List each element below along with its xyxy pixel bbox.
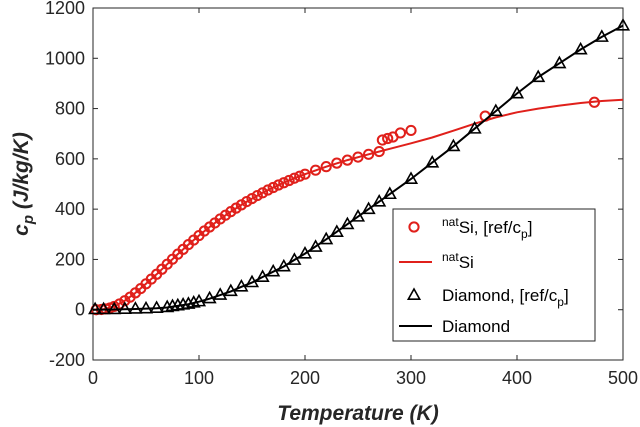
legend-box <box>392 208 596 342</box>
data-point-circle <box>320 161 332 173</box>
data-point-triangle <box>488 103 503 117</box>
y-tick-label: 1200 <box>45 0 85 18</box>
x-tick-label: 200 <box>290 368 320 388</box>
y-tick-label: 200 <box>55 249 85 269</box>
legend-label: Diamond <box>442 317 510 336</box>
legend-marker-circle <box>408 221 420 233</box>
legend-entry: natSi <box>399 250 474 272</box>
data-point-triangle <box>107 301 122 315</box>
x-tick-label: 300 <box>396 368 426 388</box>
data-point-circle <box>288 172 300 184</box>
legend-label-post: ] <box>528 218 533 237</box>
data-point-triangle <box>128 301 143 314</box>
legend-label-post: ] <box>564 286 569 305</box>
x-tick-label: 100 <box>184 368 214 388</box>
data-point-triangle <box>96 301 111 315</box>
y-tick-label: 600 <box>55 149 85 169</box>
axis-ticks <box>92 7 624 361</box>
data-point-triangle <box>403 171 419 184</box>
series-line <box>92 98 624 311</box>
data-point-triangle <box>509 85 525 99</box>
series-1 <box>92 98 624 311</box>
legend-label-sup: nat <box>442 215 459 229</box>
x-tick-label: 0 <box>88 368 98 388</box>
data-point-circle <box>341 154 353 166</box>
legend-label-main: Diamond <box>442 317 510 336</box>
data-point-circle <box>272 179 285 191</box>
legend-label-main: Si, [ref/c <box>459 218 522 237</box>
legend-entry: Diamond, [ref/cp] <box>406 286 569 309</box>
series-layer <box>88 17 631 316</box>
data-point-triangle <box>117 301 132 314</box>
data-point-circle <box>405 124 417 137</box>
data-point-circle <box>310 164 322 176</box>
series-0 <box>90 96 600 316</box>
series-line <box>92 24 624 311</box>
data-point-triangle <box>446 138 461 152</box>
legend-entry: natSi, [ref/cp] <box>408 215 532 241</box>
data-point-triangle <box>467 121 482 134</box>
legend-label: natSi, [ref/cp] <box>442 215 532 241</box>
data-point-circle <box>283 174 295 187</box>
x-axis-label: Temperature (K) <box>277 402 438 425</box>
legend-label-sup: nat <box>442 250 459 264</box>
data-point-triangle <box>88 301 103 315</box>
data-point-circle <box>363 148 375 160</box>
data-point-triangle <box>308 239 323 252</box>
series-3 <box>92 24 624 311</box>
data-point-circle <box>262 184 274 196</box>
y-axis-label-main: c <box>10 224 33 236</box>
y-axis-label: cp (J/kg/K) <box>10 132 37 236</box>
y-tick-label: 1000 <box>45 48 85 68</box>
data-point-circle <box>394 127 406 139</box>
data-point-circle <box>376 134 388 146</box>
data-point-circle <box>382 132 394 145</box>
y-tick-label: -200 <box>49 350 85 370</box>
legend-label-main: Diamond, [ref/c <box>442 286 558 305</box>
y-axis-label-units: (J/kg/K) <box>10 132 33 215</box>
legend-label: natSi <box>442 250 474 272</box>
data-point-triangle <box>329 224 344 238</box>
legend-label-sub: p <box>521 227 528 241</box>
y-tick-label: 400 <box>55 199 85 219</box>
y-axis-label-sub: p <box>20 215 37 225</box>
legend-marker-triangle <box>406 287 422 301</box>
tick-labels: 0 100 200 300 400 500-20002004006008001000120… <box>45 0 638 388</box>
data-point-circle <box>267 181 279 194</box>
data-point-triangle <box>615 17 631 31</box>
data-point-circle <box>299 168 311 180</box>
data-point-circle <box>251 189 263 202</box>
legend-label: Diamond, [ref/cp] <box>442 286 569 309</box>
data-point-circle <box>294 170 306 182</box>
data-point-circle <box>373 145 385 158</box>
data-point-circle <box>352 151 364 163</box>
x-tick-label: 400 <box>502 368 532 388</box>
data-point-triangle <box>425 154 440 168</box>
y-tick-label: 800 <box>55 99 85 119</box>
legend-entry: Diamond <box>399 317 510 336</box>
x-tick-label: 500 <box>608 368 638 388</box>
y-tick-label: 0 <box>75 300 85 320</box>
data-point-circle <box>278 177 290 189</box>
data-point-circle <box>331 157 343 169</box>
legend-label-main: Si <box>459 253 474 272</box>
legend-label-sub: p <box>557 295 564 309</box>
data-point-circle <box>257 187 269 199</box>
